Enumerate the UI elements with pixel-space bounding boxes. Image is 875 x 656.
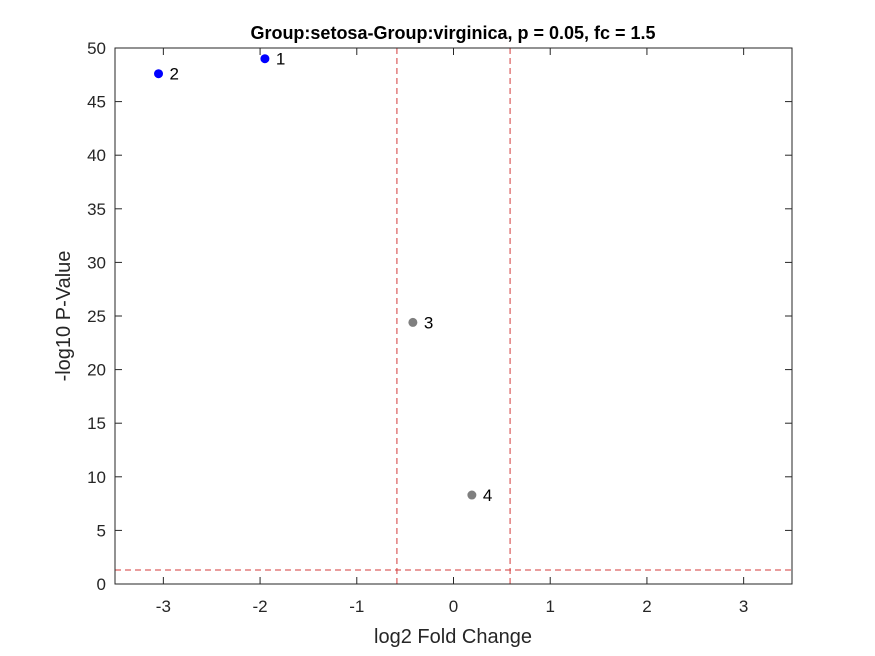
y-tick-label: 30 [87, 253, 106, 272]
data-point [408, 317, 418, 327]
y-tick-label: 40 [87, 146, 106, 165]
chart-title: Group:setosa-Group:virginica, p = 0.05, … [250, 23, 655, 43]
data-point-label: 2 [170, 65, 179, 84]
x-tick-label: -3 [156, 597, 171, 616]
x-axis-ticks: -3 -2 -1 0 1 2 3 [156, 48, 748, 616]
y-tick-label: 20 [87, 361, 106, 380]
y-tick-label: 45 [87, 93, 106, 112]
data-point-label: 4 [483, 486, 492, 505]
x-axis-label: log2 Fold Change [374, 626, 532, 648]
y-tick-label: 25 [87, 307, 106, 326]
threshold-lines [115, 48, 792, 584]
data-point-label: 3 [424, 313, 433, 332]
y-tick-label: 35 [87, 200, 106, 219]
y-axis-label: -log10 P-Value [53, 251, 75, 382]
x-tick-label: 3 [739, 597, 748, 616]
y-tick-label: 0 [97, 575, 106, 594]
y-tick-label: 50 [87, 39, 106, 58]
y-axis-ticks: 0 5 10 15 20 25 30 35 40 45 50 [87, 39, 792, 594]
plot-area [115, 48, 792, 584]
x-tick-label: 1 [545, 597, 554, 616]
y-tick-label: 5 [97, 521, 106, 540]
y-tick-label: 15 [87, 414, 106, 433]
x-tick-label: 0 [449, 597, 458, 616]
data-point-label: 1 [276, 50, 285, 69]
data-point [260, 54, 270, 64]
x-tick-label: -2 [253, 597, 268, 616]
data-point [154, 69, 164, 79]
data-points: 1 2 3 4 [154, 50, 492, 505]
x-tick-label: 2 [642, 597, 651, 616]
x-tick-label: -1 [349, 597, 364, 616]
data-point [467, 490, 477, 500]
y-tick-label: 10 [87, 468, 106, 487]
